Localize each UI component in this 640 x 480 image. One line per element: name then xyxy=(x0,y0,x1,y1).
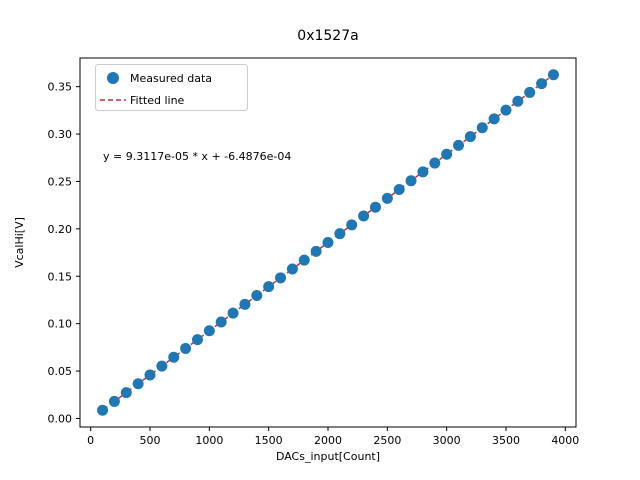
scatter-series-measured-data xyxy=(97,69,559,416)
data-point xyxy=(441,148,453,160)
y-tick-label: 0.30 xyxy=(48,128,73,141)
data-point xyxy=(417,166,429,178)
data-point xyxy=(286,263,298,275)
data-point xyxy=(227,307,239,319)
data-point xyxy=(488,113,500,125)
data-point xyxy=(453,139,465,151)
data-point xyxy=(156,360,168,372)
data-point xyxy=(536,78,548,90)
data-point xyxy=(144,369,156,381)
x-tick-label: 1500 xyxy=(255,434,283,447)
data-point xyxy=(381,192,393,204)
x-tick-label: 500 xyxy=(140,434,161,447)
x-tick-label: 4000 xyxy=(551,434,579,447)
data-point xyxy=(393,184,405,196)
y-tick-label: 0.05 xyxy=(48,365,73,378)
y-tick-label: 0.35 xyxy=(48,81,73,94)
data-point xyxy=(524,86,536,98)
data-point xyxy=(500,104,512,116)
x-tick-label: 2500 xyxy=(373,434,401,447)
data-point xyxy=(476,122,488,134)
x-tick-label: 0 xyxy=(87,434,94,447)
data-point xyxy=(369,201,381,213)
data-point xyxy=(263,281,275,293)
data-point xyxy=(512,95,524,107)
y-tick-label: 0.15 xyxy=(48,270,73,283)
data-point xyxy=(168,351,180,363)
data-point xyxy=(310,245,322,257)
y-tick-label: 0.10 xyxy=(48,318,73,331)
data-point xyxy=(203,325,215,337)
y-tick-label: 0.00 xyxy=(48,412,73,425)
data-point xyxy=(298,254,310,266)
data-point xyxy=(251,289,263,301)
x-axis: 0 500 1000 1500 2000 2500 3000 3500 4000 xyxy=(87,427,579,447)
x-axis-label: DACs_input[Count] xyxy=(276,450,380,463)
data-point xyxy=(239,298,251,310)
y-axis-label: VcalHi[V] xyxy=(13,217,26,268)
y-tick-label: 0.25 xyxy=(48,175,73,188)
data-point xyxy=(547,69,559,81)
legend: Measured data Fitted line xyxy=(95,64,248,111)
y-axis: 0.00 0.05 0.10 0.15 0.20 0.25 0.30 0.35 xyxy=(48,81,80,425)
y-tick-label: 0.20 xyxy=(48,223,73,236)
data-point xyxy=(132,378,144,390)
legend-box xyxy=(95,64,248,111)
chart-title: 0x1527a xyxy=(297,28,358,44)
data-point xyxy=(358,210,370,222)
data-point xyxy=(429,157,441,169)
data-point xyxy=(191,334,203,346)
x-tick-label: 2000 xyxy=(314,434,342,447)
data-point xyxy=(215,316,227,328)
x-tick-label: 1000 xyxy=(195,434,223,447)
x-tick-label: 3000 xyxy=(433,434,461,447)
data-point xyxy=(120,387,132,399)
data-point xyxy=(464,131,476,143)
data-point xyxy=(97,404,109,416)
x-tick-label: 3500 xyxy=(492,434,520,447)
data-point xyxy=(108,395,120,407)
fit-equation-annotation: y = 9.3117e-05 * x + -6.4876e-04 xyxy=(103,150,291,163)
data-point xyxy=(180,342,192,354)
data-point xyxy=(405,175,417,187)
data-point xyxy=(334,228,346,240)
data-point xyxy=(275,272,287,284)
legend-label-measured-data: Measured data xyxy=(130,72,212,85)
legend-marker-measured-data xyxy=(107,72,119,84)
data-point xyxy=(322,237,334,249)
legend-label-fitted-line: Fitted line xyxy=(130,94,185,107)
data-point xyxy=(346,219,358,231)
